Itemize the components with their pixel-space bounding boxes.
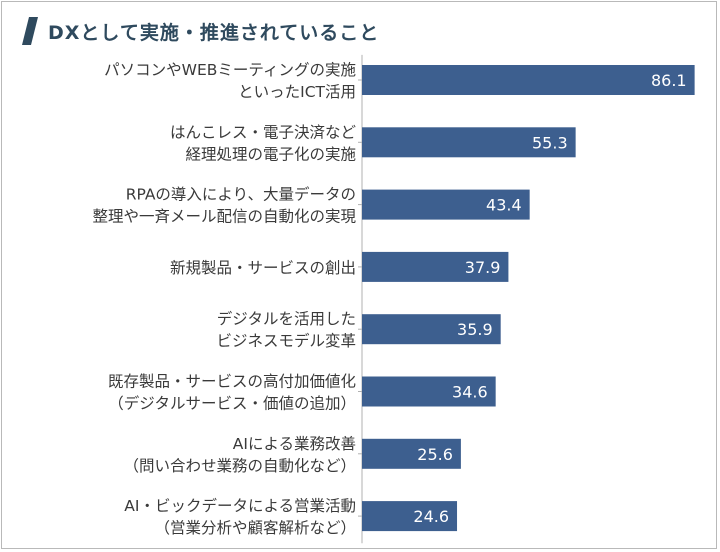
chart-title: DXとして実施・推進されていること (48, 21, 380, 44)
category-label: 既存製品・サービスの高付加価値化 (108, 373, 356, 391)
bar (362, 376, 496, 407)
category-label: デジタルを活用した (217, 309, 356, 328)
data-label: 43.4 (486, 196, 522, 215)
category-label: AI・ビックデータによる営業活動 (124, 496, 356, 515)
category-label: （デジタルサービス・価値の追加） (108, 394, 356, 413)
data-label: 35.9 (457, 320, 493, 339)
title-slash-icon (22, 17, 38, 45)
category-label: パソコンやWEBミーティングの実施 (104, 61, 356, 79)
bar (362, 251, 509, 282)
category-label: （問い合わせ業務の自動化など） (123, 457, 356, 475)
bar (362, 438, 461, 469)
data-label: 86.1 (651, 71, 687, 90)
category-label: 整理や一斉メール配信の自動化の実現 (92, 208, 356, 226)
chart-title-area: DXとして実施・推進されていること (22, 16, 379, 46)
data-label: 37.9 (465, 258, 501, 277)
category-label: RPAの導入により、大量データの (126, 185, 356, 204)
category-label: （営業分析や顧客解析など） (154, 519, 356, 537)
bar (362, 314, 501, 345)
data-label: 24.6 (413, 507, 449, 526)
category-label: といったICT活用 (238, 83, 356, 101)
data-label: 25.6 (417, 445, 453, 464)
bar (362, 65, 695, 95)
bar (362, 127, 576, 158)
category-label: ビジネスモデル変革 (216, 331, 356, 350)
data-label: 34.6 (452, 383, 488, 402)
bar (362, 189, 530, 220)
category-label: AIによる業務改善 (233, 435, 356, 453)
data-label: 55.3 (532, 133, 568, 152)
category-label: 経理処理の電子化の実施 (185, 145, 356, 163)
category-label: 新規製品・サービスの創出 (170, 259, 356, 277)
bar (362, 501, 458, 532)
category-label: はんこレス・電子決済など (170, 123, 357, 141)
